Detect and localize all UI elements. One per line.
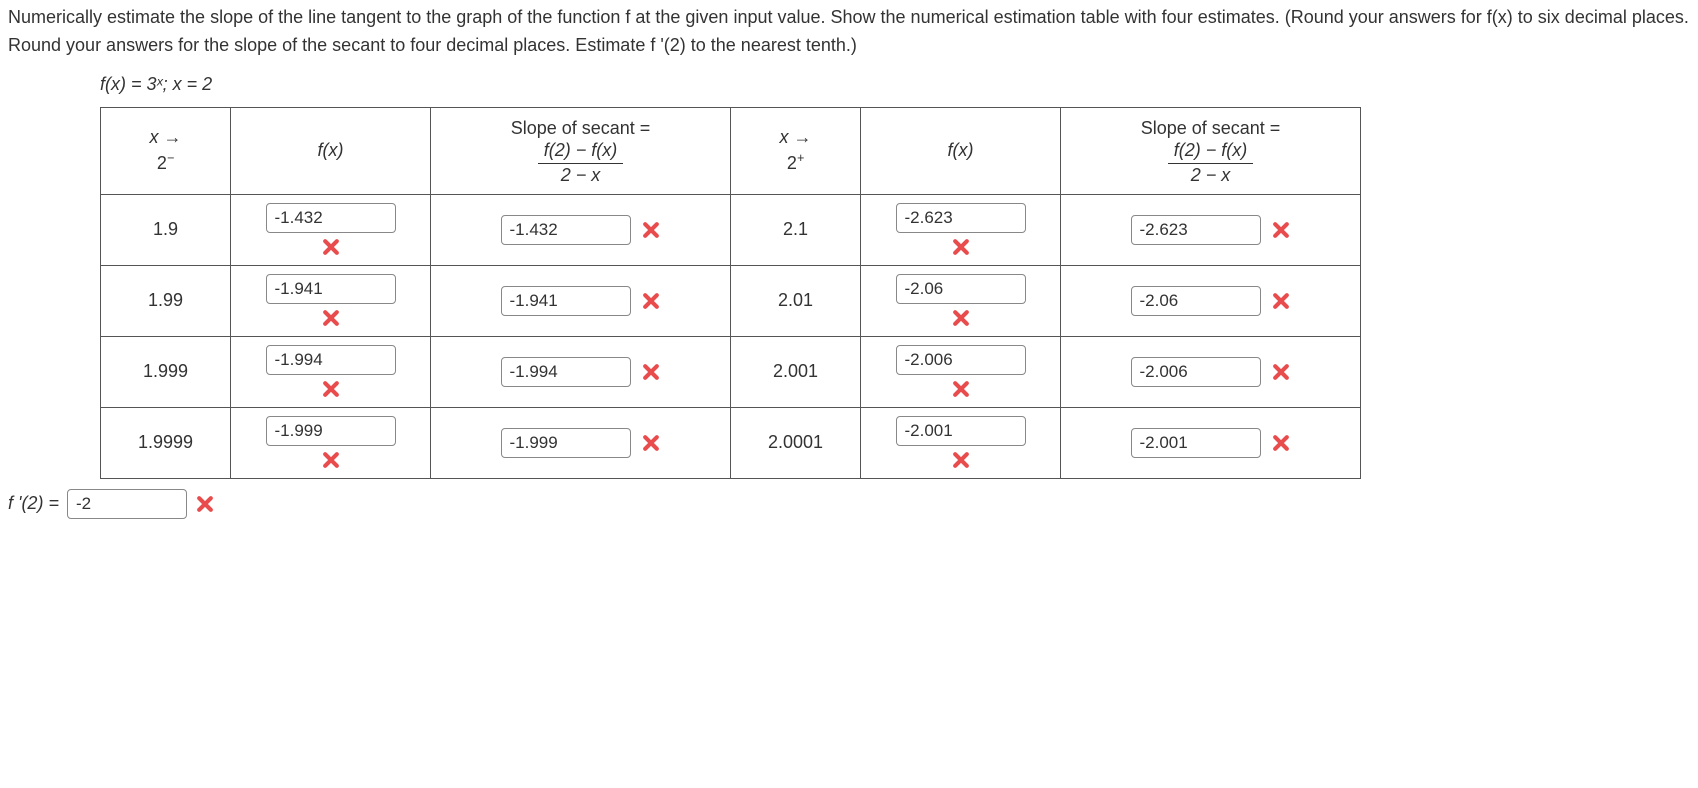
problem-text: Numerically estimate the slope of the li… — [8, 7, 1689, 55]
estimation-table: x →2− f(x) Slope of secant = f(2) − f(x)… — [100, 107, 1361, 479]
fx-left-cell: -1.994 — [231, 336, 431, 407]
incorrect-icon — [951, 237, 971, 257]
final-answer-input[interactable]: -2 — [67, 489, 187, 519]
fx-left-cell: -1.941 — [231, 265, 431, 336]
table-row: 1.9999 -1.999 -1.999 2.0001 — [101, 407, 1361, 478]
slope-left-input[interactable]: -1.994 — [501, 357, 631, 387]
fx-right-cell: -2.006 — [861, 336, 1061, 407]
slope-right-input[interactable]: -2.623 — [1131, 215, 1261, 245]
table-row: 1.999 -1.994 -1.994 2.001 — [101, 336, 1361, 407]
header-x-left: x →2− — [101, 107, 231, 194]
incorrect-icon — [1271, 433, 1291, 453]
incorrect-icon — [321, 379, 341, 399]
incorrect-icon — [951, 379, 971, 399]
slope-right-cell: -2.06 — [1061, 265, 1361, 336]
slope-right-cell: -2.623 — [1061, 194, 1361, 265]
incorrect-icon — [321, 450, 341, 470]
fx-left-cell: -1.432 — [231, 194, 431, 265]
x-right-cell: 2.001 — [731, 336, 861, 407]
fx-right-cell: -2.623 — [861, 194, 1061, 265]
slope-left-cell: -1.994 — [431, 336, 731, 407]
fx-right-cell: -2.001 — [861, 407, 1061, 478]
slope-left-cell: -1.941 — [431, 265, 731, 336]
slope-right-input[interactable]: -2.06 — [1131, 286, 1261, 316]
incorrect-icon — [1271, 291, 1291, 311]
incorrect-icon — [321, 237, 341, 257]
fx-right-input[interactable]: -2.006 — [896, 345, 1026, 375]
table-row: 1.99 -1.941 -1.941 2.01 — [101, 265, 1361, 336]
x-right-cell: 2.01 — [731, 265, 861, 336]
fx-right-cell: -2.06 — [861, 265, 1061, 336]
problem-statement: Numerically estimate the slope of the li… — [8, 4, 1690, 60]
fx-right-input[interactable]: -2.06 — [896, 274, 1026, 304]
slope-left-cell: -1.999 — [431, 407, 731, 478]
incorrect-icon — [641, 362, 661, 382]
incorrect-icon — [321, 308, 341, 328]
header-x-right: x →2+ — [731, 107, 861, 194]
slope-right-cell: -2.001 — [1061, 407, 1361, 478]
slope-right-cell: -2.006 — [1061, 336, 1361, 407]
header-slope-left: Slope of secant = f(2) − f(x) 2 − x — [431, 107, 731, 194]
table-body: 1.9 -1.432 -1.432 2.1 — [101, 194, 1361, 478]
x-right-cell: 2.1 — [731, 194, 861, 265]
x-left-cell: 1.9999 — [101, 407, 231, 478]
slope-left-input[interactable]: -1.999 — [501, 428, 631, 458]
fx-left-input[interactable]: -1.999 — [266, 416, 396, 446]
final-answer-row: f '(2) = -2 — [8, 489, 1690, 519]
x-left-cell: 1.999 — [101, 336, 231, 407]
x-right-cell: 2.0001 — [731, 407, 861, 478]
incorrect-icon — [641, 220, 661, 240]
incorrect-icon — [641, 433, 661, 453]
incorrect-icon — [195, 494, 215, 514]
incorrect-icon — [951, 308, 971, 328]
fx-left-input[interactable]: -1.994 — [266, 345, 396, 375]
header-fx-left: f(x) — [231, 107, 431, 194]
slope-left-input[interactable]: -1.432 — [501, 215, 631, 245]
slope-right-input[interactable]: -2.001 — [1131, 428, 1261, 458]
x-left-cell: 1.99 — [101, 265, 231, 336]
slope-left-cell: -1.432 — [431, 194, 731, 265]
incorrect-icon — [641, 291, 661, 311]
slope-right-input[interactable]: -2.006 — [1131, 357, 1261, 387]
fx-left-input[interactable]: -1.941 — [266, 274, 396, 304]
fx-left-cell: -1.999 — [231, 407, 431, 478]
slope-left-input[interactable]: -1.941 — [501, 286, 631, 316]
final-label: f '(2) = — [8, 493, 59, 514]
header-slope-right: Slope of secant = f(2) − f(x) 2 − x — [1061, 107, 1361, 194]
fx-left-input[interactable]: -1.432 — [266, 203, 396, 233]
incorrect-icon — [1271, 220, 1291, 240]
function-definition: f(x) = 3ˣ; x = 2 — [100, 74, 1690, 95]
x-left-cell: 1.9 — [101, 194, 231, 265]
table-row: 1.9 -1.432 -1.432 2.1 — [101, 194, 1361, 265]
fx-right-input[interactable]: -2.623 — [896, 203, 1026, 233]
header-fx-right: f(x) — [861, 107, 1061, 194]
fx-right-input[interactable]: -2.001 — [896, 416, 1026, 446]
incorrect-icon — [951, 450, 971, 470]
incorrect-icon — [1271, 362, 1291, 382]
